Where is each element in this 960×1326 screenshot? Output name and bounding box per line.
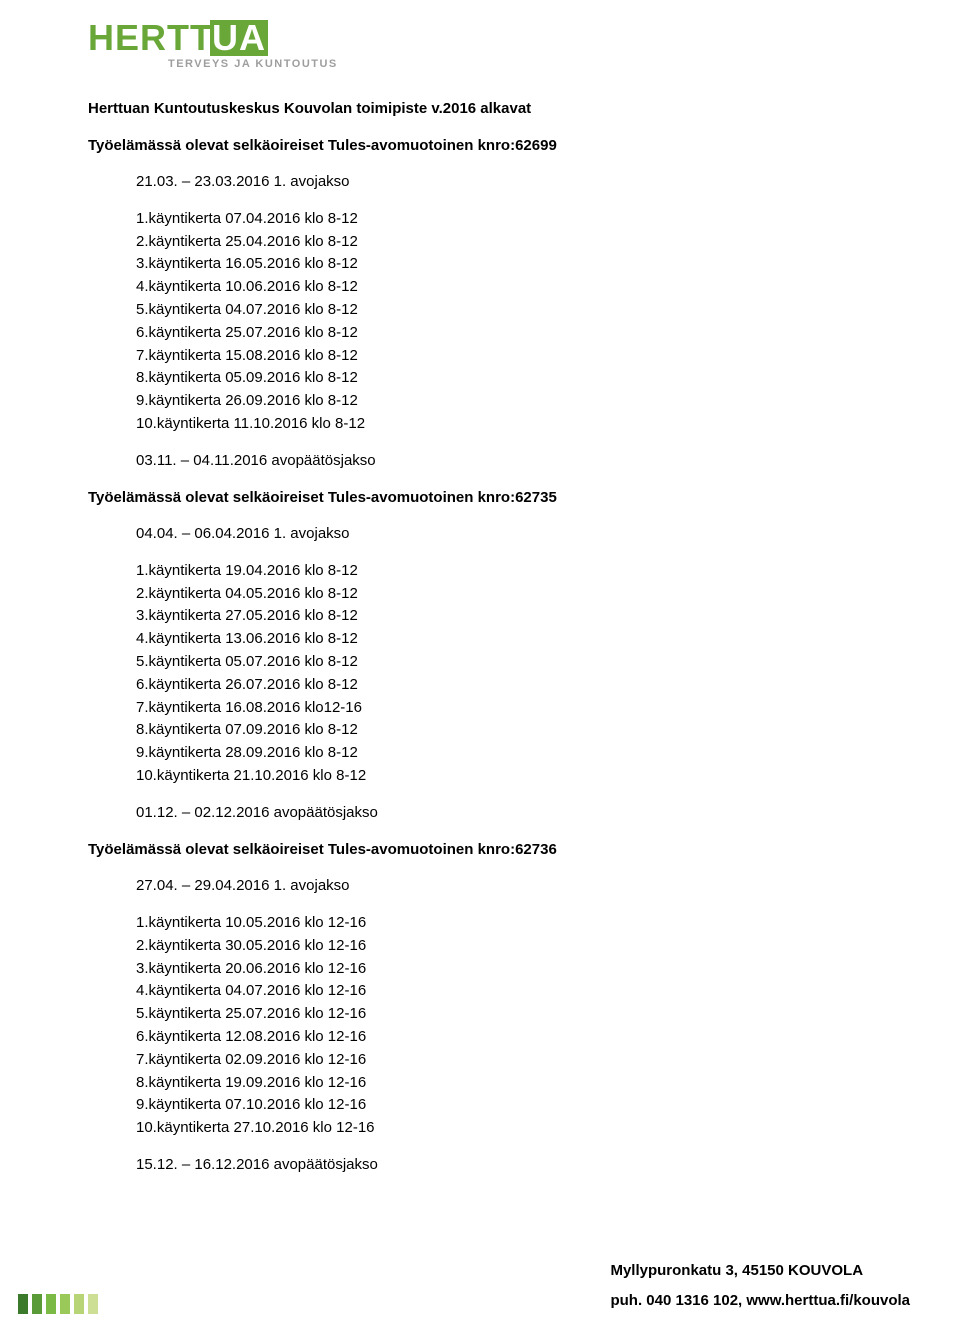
visit-list: 1.käyntikerta 07.04.2016 klo 8-12 2.käyn… (136, 208, 872, 436)
visit-item: 2.käyntikerta 30.05.2016 klo 12-16 (136, 935, 872, 958)
visit-item: 9.käyntikerta 26.09.2016 klo 8-12 (136, 390, 872, 413)
footer-contact: puh. 040 1316 102, www.herttua.fi/kouvol… (610, 1286, 910, 1316)
section-phase: 04.04. – 06.04.2016 1. avojakso (136, 523, 872, 546)
visit-item: 1.käyntikerta 19.04.2016 klo 8-12 (136, 560, 872, 583)
visit-item: 9.käyntikerta 07.10.2016 klo 12-16 (136, 1094, 872, 1117)
visit-item: 8.käyntikerta 05.09.2016 klo 8-12 (136, 367, 872, 390)
logo-name: HERTTUA (88, 20, 960, 56)
visit-item: 2.käyntikerta 04.05.2016 klo 8-12 (136, 583, 872, 606)
visit-item: 10.käyntikerta 11.10.2016 klo 8-12 (136, 413, 872, 436)
closing-text: 03.11. – 04.11.2016 avopäätösjakso (136, 450, 872, 473)
logo-name-part1: HERTT (88, 17, 213, 58)
visit-item: 5.käyntikerta 05.07.2016 klo 8-12 (136, 651, 872, 674)
logo-name-part2: UA (210, 20, 268, 56)
visit-item: 3.käyntikerta 20.06.2016 klo 12-16 (136, 958, 872, 981)
visit-item: 4.käyntikerta 04.07.2016 klo 12-16 (136, 980, 872, 1003)
page-footer: Myllypuronkatu 3, 45150 KOUVOLA puh. 040… (0, 1262, 960, 1326)
visit-item: 10.käyntikerta 27.10.2016 klo 12-16 (136, 1117, 872, 1140)
visit-item: 1.käyntikerta 10.05.2016 klo 12-16 (136, 912, 872, 935)
section-phase: 21.03. – 23.03.2016 1. avojakso (136, 171, 872, 194)
visit-item: 8.käyntikerta 07.09.2016 klo 8-12 (136, 719, 872, 742)
visit-list: 1.käyntikerta 19.04.2016 klo 8-12 2.käyn… (136, 560, 872, 788)
visit-item: 10.käyntikerta 21.10.2016 klo 8-12 (136, 765, 872, 788)
section-closing: 15.12. – 16.12.2016 avopäätösjakso (136, 1154, 872, 1177)
visit-item: 6.käyntikerta 26.07.2016 klo 8-12 (136, 674, 872, 697)
section-phase: 27.04. – 29.04.2016 1. avojakso (136, 875, 872, 898)
footer-color-bars (18, 1294, 98, 1314)
section-closing: 03.11. – 04.11.2016 avopäätösjakso (136, 450, 872, 473)
visit-item: 9.käyntikerta 28.09.2016 klo 8-12 (136, 742, 872, 765)
visit-item: 2.käyntikerta 25.04.2016 klo 8-12 (136, 231, 872, 254)
closing-text: 15.12. – 16.12.2016 avopäätösjakso (136, 1154, 872, 1177)
section-closing: 01.12. – 02.12.2016 avopäätösjakso (136, 802, 872, 825)
page-title: Herttuan Kuntoutuskeskus Kouvolan toimip… (88, 98, 872, 121)
section-heading: Työelämässä olevat selkäoireiset Tules-a… (88, 135, 872, 158)
visit-item: 1.käyntikerta 07.04.2016 klo 8-12 (136, 208, 872, 231)
phase-text: 27.04. – 29.04.2016 1. avojakso (136, 875, 872, 898)
visit-item: 3.käyntikerta 16.05.2016 klo 8-12 (136, 253, 872, 276)
visit-item: 7.käyntikerta 02.09.2016 klo 12-16 (136, 1049, 872, 1072)
visit-item: 3.käyntikerta 27.05.2016 klo 8-12 (136, 605, 872, 628)
visit-item: 5.käyntikerta 25.07.2016 klo 12-16 (136, 1003, 872, 1026)
closing-text: 01.12. – 02.12.2016 avopäätösjakso (136, 802, 872, 825)
document-body: Herttuan Kuntoutuskeskus Kouvolan toimip… (0, 70, 960, 1177)
footer-address: Myllypuronkatu 3, 45150 KOUVOLA (610, 1256, 910, 1286)
visit-item: 7.käyntikerta 16.08.2016 klo12-16 (136, 697, 872, 720)
visit-list: 1.käyntikerta 10.05.2016 klo 12-16 2.käy… (136, 912, 872, 1140)
visit-item: 4.käyntikerta 10.06.2016 klo 8-12 (136, 276, 872, 299)
visit-item: 7.käyntikerta 15.08.2016 klo 8-12 (136, 345, 872, 368)
visit-item: 6.käyntikerta 12.08.2016 klo 12-16 (136, 1026, 872, 1049)
logo-subtitle: TERVEYS JA KUNTOUTUS (168, 58, 960, 70)
phase-text: 21.03. – 23.03.2016 1. avojakso (136, 171, 872, 194)
phase-text: 04.04. – 06.04.2016 1. avojakso (136, 523, 872, 546)
logo-header: HERTTUA TERVEYS JA KUNTOUTUS (0, 0, 960, 70)
visit-item: 4.käyntikerta 13.06.2016 klo 8-12 (136, 628, 872, 651)
footer-text: Myllypuronkatu 3, 45150 KOUVOLA puh. 040… (610, 1256, 910, 1316)
visit-item: 5.käyntikerta 04.07.2016 klo 8-12 (136, 299, 872, 322)
section-heading: Työelämässä olevat selkäoireiset Tules-a… (88, 487, 872, 510)
visit-item: 8.käyntikerta 19.09.2016 klo 12-16 (136, 1072, 872, 1095)
section-heading: Työelämässä olevat selkäoireiset Tules-a… (88, 839, 872, 862)
visit-item: 6.käyntikerta 25.07.2016 klo 8-12 (136, 322, 872, 345)
